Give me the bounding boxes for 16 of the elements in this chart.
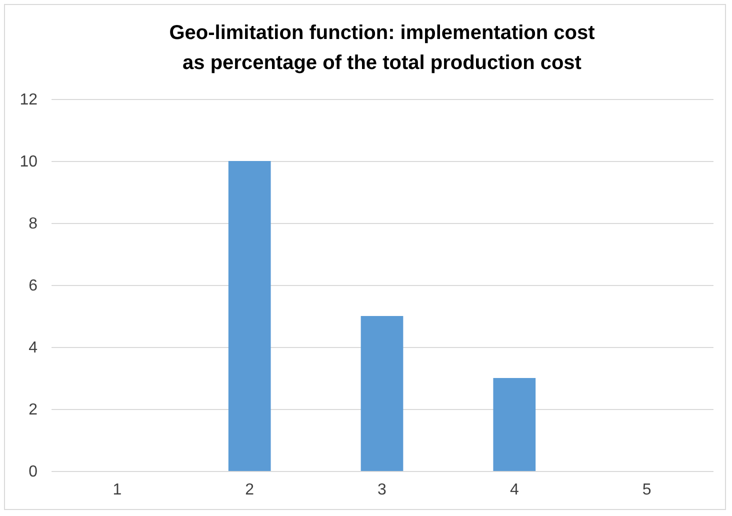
y-tick-label: 0: [28, 464, 38, 480]
bar: [493, 378, 536, 471]
chart-title: Geo-limitation function: implementation cost as percentage of the total production cost: [169, 22, 596, 74]
y-tick-label: 10: [20, 154, 38, 170]
x-tick-label: 1: [112, 482, 122, 498]
y-tick-label: 8: [28, 216, 38, 232]
y-tick-label: 4: [28, 340, 38, 356]
y-tick-label: 6: [28, 278, 38, 294]
x-tick-label: 3: [378, 482, 387, 498]
bar: [228, 161, 271, 471]
x-tick-label: 4: [510, 482, 519, 498]
bar: [360, 316, 404, 471]
y-tick-label: 2: [28, 402, 38, 418]
x-tick-label: 5: [642, 482, 652, 498]
y-tick-label: 12: [20, 92, 38, 108]
x-tick-label: 2: [245, 482, 254, 498]
